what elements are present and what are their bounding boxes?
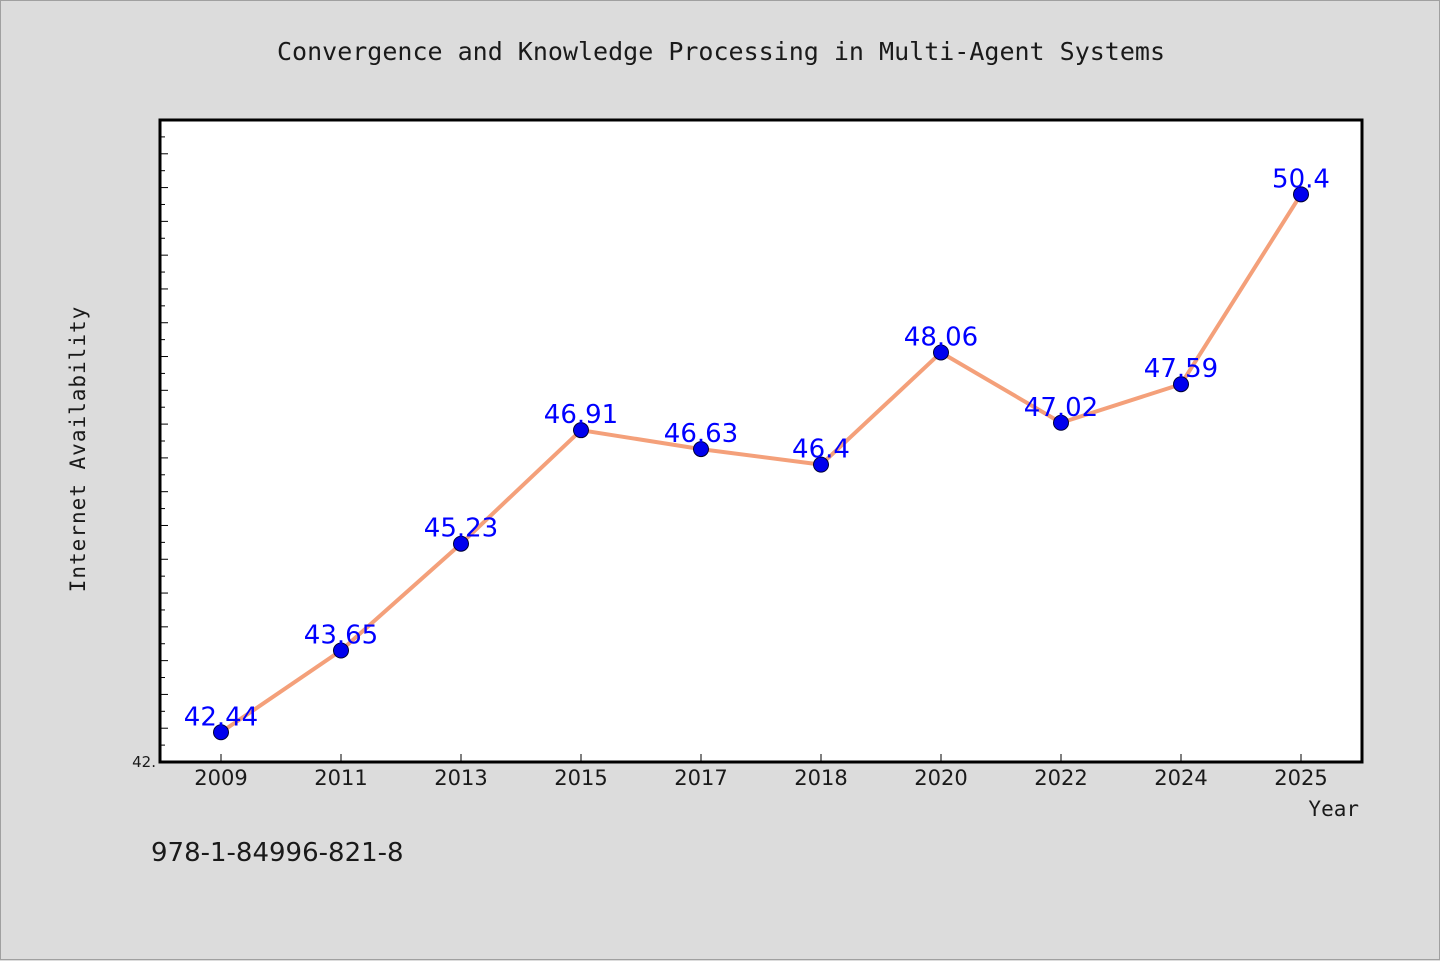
x-tick-label: 2018 xyxy=(794,766,847,790)
x-tick-label: 2009 xyxy=(194,766,247,790)
x-axis-label: Year xyxy=(1308,797,1359,821)
data-label: 43.65 xyxy=(304,620,378,650)
series-line xyxy=(219,193,1303,734)
data-label: 42.44 xyxy=(184,702,258,732)
data-label: 47.59 xyxy=(1144,354,1218,384)
chart-title: Convergence and Knowledge Processing in … xyxy=(276,37,1166,66)
x-axis-ticks: 2009 2011 2013 2015 2017 2018 2020 2022 2024 2025 xyxy=(194,754,1328,790)
data-label: 50.4 xyxy=(1272,164,1330,194)
data-point xyxy=(1053,414,1069,431)
data-point xyxy=(573,422,589,439)
x-tick-label: 2022 xyxy=(1034,766,1087,790)
x-tick-label: 2013 xyxy=(434,766,487,790)
data-label: 46.63 xyxy=(664,419,738,449)
data-point xyxy=(453,535,469,552)
marker-group xyxy=(213,186,1309,741)
x-tick-label: 2011 xyxy=(314,766,367,790)
data-label: 45.23 xyxy=(424,514,498,544)
series-line-group xyxy=(219,193,1303,734)
data-point xyxy=(213,724,229,741)
data-point xyxy=(813,456,829,473)
data-label-group: 42.44 43.65 45.23 46.91 46.63 46.4 48.06 47.02 4… xyxy=(184,164,1330,732)
data-point xyxy=(333,642,349,659)
x-tick-label: 2025 xyxy=(1274,766,1327,790)
data-label: 47.02 xyxy=(1024,393,1098,423)
data-label: 46.4 xyxy=(792,435,850,465)
data-point xyxy=(693,441,709,458)
data-point xyxy=(933,344,949,361)
plot-area xyxy=(158,118,1364,764)
data-point xyxy=(1173,376,1189,393)
y-axis-ticks: 42. xyxy=(132,136,168,771)
data-label: 46.91 xyxy=(544,400,618,430)
x-tick-label: 2015 xyxy=(554,766,607,790)
isbn-text: 978-1-84996-821-8 xyxy=(151,838,404,868)
x-tick-label: 2024 xyxy=(1154,766,1207,790)
x-tick-label: 2017 xyxy=(674,766,727,790)
data-label: 48.06 xyxy=(904,322,978,352)
data-point xyxy=(1293,186,1309,203)
y-tick-label: 42. xyxy=(132,753,156,771)
x-tick-label: 2020 xyxy=(914,766,967,790)
